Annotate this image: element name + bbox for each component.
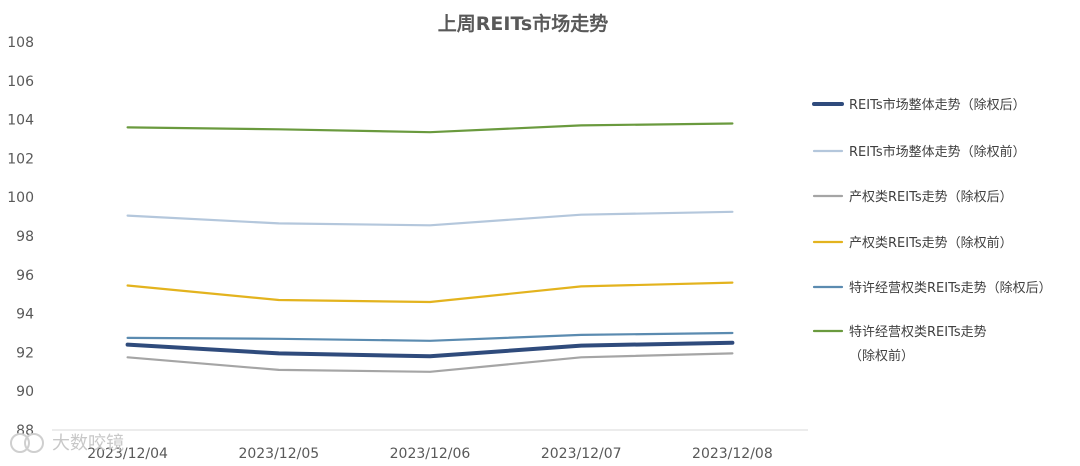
x-axis: 2023/12/04 2023/12/05 2023/12/06 2023/12/07… [52, 429, 808, 462]
y-tick-label: 104 [7, 113, 34, 129]
plot-area [125, 122, 735, 373]
y-tick-label: 102 [7, 151, 34, 167]
x-tick-label: 2023/12/07 [541, 446, 622, 462]
legend-label: REITs市场整体走势（除权后） [849, 97, 1026, 113]
series-line-5 [126, 331, 734, 342]
series-line-2 [126, 210, 734, 227]
legend: REITs市场整体走势（除权后） REITs市场整体走势（除权前） 产权类REITs… [812, 97, 1052, 364]
watermark-text: 大数咬镜 [52, 433, 124, 454]
legend-label: REITs市场整体走势（除权前） [849, 144, 1026, 160]
x-tick-label: 2023/12/08 [692, 446, 773, 462]
x-tick-label: 2023/12/04 [87, 446, 168, 462]
y-tick-label: 92 [16, 345, 34, 361]
y-tick-label: 98 [16, 229, 34, 245]
series-line-3 [126, 352, 734, 373]
y-tick-label: 94 [16, 307, 34, 323]
y-tick-label: 108 [7, 35, 34, 51]
y-tick-label: 96 [16, 268, 34, 284]
series-line-6 [126, 122, 734, 134]
chart-title: 上周REITs市场走势 [438, 12, 608, 35]
legend-label-continued: （除权前） [849, 348, 914, 364]
x-tick-label: 2023/12/06 [390, 446, 471, 462]
y-tick-label: 90 [16, 384, 34, 400]
watermark: 大数咬镜 [10, 433, 124, 454]
watermark-logo-icon [10, 433, 44, 453]
legend-label: 特许经营权类REITs走势（除权后） [849, 280, 1052, 296]
x-tick-label: 2023/12/05 [238, 446, 319, 462]
legend-label: 产权类REITs走势（除权后） [849, 189, 1013, 205]
series-line-1 [125, 340, 735, 359]
legend-label: 特许经营权类REITs走势 [849, 324, 987, 340]
legend-label: 产权类REITs走势（除权前） [849, 235, 1013, 251]
y-tick-label: 100 [7, 190, 34, 206]
series-line-4 [126, 281, 734, 304]
y-tick-label: 106 [7, 74, 34, 90]
